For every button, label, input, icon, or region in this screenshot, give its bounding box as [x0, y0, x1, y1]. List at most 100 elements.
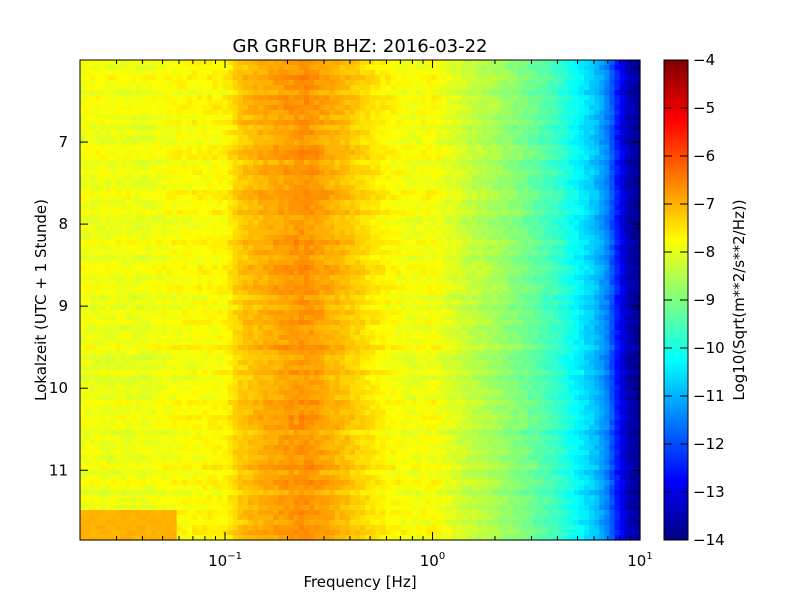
heatmap-cell — [477, 135, 483, 141]
heatmap-cell — [268, 170, 275, 176]
heatmap-cell — [578, 135, 585, 141]
heatmap-cell — [136, 220, 142, 226]
heatmap-cell — [202, 170, 208, 176]
heatmap-cell — [344, 215, 351, 221]
heatmap-cell — [395, 130, 402, 136]
heatmap-cell — [451, 275, 458, 281]
heatmap-cell — [405, 105, 412, 111]
heatmap-cell — [278, 235, 285, 241]
heatmap-cell — [85, 210, 91, 216]
heatmap-cell — [568, 245, 575, 251]
heatmap-cell — [141, 175, 147, 181]
heatmap-cell — [115, 245, 122, 251]
heatmap-cell — [253, 65, 259, 71]
heatmap-cell — [410, 280, 417, 286]
heatmap-cell — [390, 125, 397, 131]
heatmap-cell — [253, 220, 259, 226]
heatmap-cell — [304, 220, 310, 226]
heatmap-cell — [385, 245, 392, 251]
heatmap-cell — [248, 75, 254, 81]
heatmap-cell — [110, 60, 117, 66]
heatmap-cell — [314, 65, 320, 71]
heatmap-cell — [522, 95, 529, 101]
heatmap-cell — [431, 170, 437, 176]
heatmap-cell — [370, 180, 376, 186]
heatmap-cell — [329, 165, 336, 171]
heatmap-cell — [166, 105, 173, 111]
heatmap-cell — [578, 115, 585, 121]
heatmap-cell — [293, 70, 300, 76]
heatmap-cell — [278, 145, 285, 151]
heatmap-cell — [589, 85, 595, 91]
heatmap-cell — [263, 260, 269, 266]
heatmap-cell — [237, 145, 244, 151]
heatmap-cell — [400, 75, 407, 81]
heatmap-cell — [497, 230, 504, 236]
heatmap-cell — [217, 250, 224, 256]
heatmap-cell — [456, 160, 463, 166]
heatmap-cell — [405, 100, 412, 106]
heatmap-cell — [283, 135, 290, 141]
heatmap-cell — [90, 180, 96, 186]
heatmap-cell — [360, 275, 366, 281]
heatmap-cell — [288, 255, 295, 261]
heatmap-cell — [110, 70, 117, 76]
heatmap-cell — [380, 255, 387, 261]
heatmap-cell — [431, 105, 437, 111]
heatmap-cell — [212, 165, 219, 171]
heatmap-cell — [558, 160, 565, 166]
heatmap-cell — [370, 85, 376, 91]
heatmap-cell — [441, 120, 448, 126]
heatmap-cell — [344, 220, 351, 226]
heatmap-cell — [95, 225, 101, 231]
heatmap-cell — [451, 225, 458, 231]
heatmap-cell — [614, 160, 621, 166]
heatmap-cell — [624, 135, 631, 141]
heatmap-cell — [390, 230, 397, 236]
heatmap-cell — [589, 270, 595, 276]
heatmap-cell — [482, 110, 488, 116]
heatmap-cell — [436, 125, 443, 131]
heatmap-cell — [334, 110, 341, 116]
heatmap-cell — [273, 195, 280, 201]
heatmap-cell — [370, 110, 376, 116]
heatmap-cell — [416, 130, 422, 136]
heatmap-cell — [385, 275, 392, 281]
heatmap-cell — [395, 120, 402, 126]
heatmap-cell — [100, 255, 107, 261]
heatmap-cell — [349, 245, 356, 251]
heatmap-cell — [548, 60, 555, 66]
heatmap-cell — [609, 115, 616, 121]
heatmap-cell — [528, 90, 534, 96]
heatmap-cell — [365, 130, 371, 136]
heatmap-cell — [584, 250, 590, 256]
heatmap-cell — [431, 110, 437, 116]
heatmap-cell — [166, 170, 173, 176]
heatmap-cell — [482, 145, 488, 151]
heatmap-cell — [212, 150, 219, 156]
heatmap-cell — [192, 245, 198, 251]
heatmap-cell — [344, 275, 351, 281]
heatmap-cell — [502, 280, 509, 286]
heatmap-cell — [146, 220, 152, 226]
heatmap-cell — [334, 70, 341, 76]
heatmap-cell — [212, 135, 219, 141]
heatmap-cell — [594, 80, 600, 86]
heatmap-cell — [298, 195, 305, 201]
heatmap-cell — [614, 70, 621, 76]
heatmap-cell — [141, 75, 147, 81]
heatmap-cell — [329, 95, 336, 101]
heatmap-cell — [624, 150, 631, 156]
heatmap-cell — [634, 80, 641, 86]
heatmap-cell — [237, 125, 244, 131]
heatmap-cell — [360, 215, 366, 221]
heatmap-cell — [146, 140, 152, 146]
heatmap-cell — [141, 280, 147, 286]
heatmap-cell — [619, 85, 626, 91]
heatmap-cell — [242, 80, 249, 86]
heatmap-cell — [370, 90, 376, 96]
heatmap-cell — [528, 135, 534, 141]
heatmap-cell — [80, 150, 86, 156]
heatmap-cell — [400, 190, 407, 196]
heatmap-cell — [304, 185, 310, 191]
